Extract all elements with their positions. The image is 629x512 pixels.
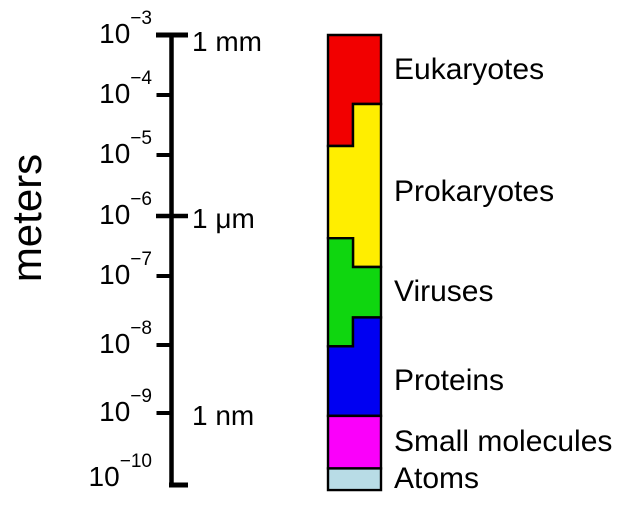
tick-label-1e-10: 10−10 <box>88 450 152 492</box>
category-label-eukaryotes: Eukaryotes <box>394 52 545 86</box>
category-label-atoms: Atoms <box>394 462 480 496</box>
tick-label-1e-4: 10−4 <box>99 67 152 109</box>
tick-label-1e-9: 10−9 <box>99 385 152 427</box>
tick-label-1e-7: 10−7 <box>99 248 152 290</box>
category-label-viruses: Viruses <box>394 275 494 309</box>
tick-label-1e-8: 10−8 <box>99 317 152 359</box>
bar-segment-small-molecules <box>326 414 383 470</box>
category-label-proteins: Proteins <box>394 364 505 398</box>
tick-label-1e-6: 10−6 <box>99 188 152 230</box>
category-label-prokaryotes: Prokaryotes <box>394 175 555 209</box>
unit-label-1-mm: 1 mm <box>192 26 262 57</box>
tick-label-1e-5: 10−5 <box>99 127 152 169</box>
bar-segment-atoms <box>326 467 383 492</box>
category-label-small-molecules: Small molecules <box>394 425 613 459</box>
unit-label-1-nm: 1 nm <box>192 400 255 431</box>
tick-label-1e-3: 10−3 <box>99 7 152 49</box>
unit-label-1-m: 1 μm <box>192 203 255 234</box>
